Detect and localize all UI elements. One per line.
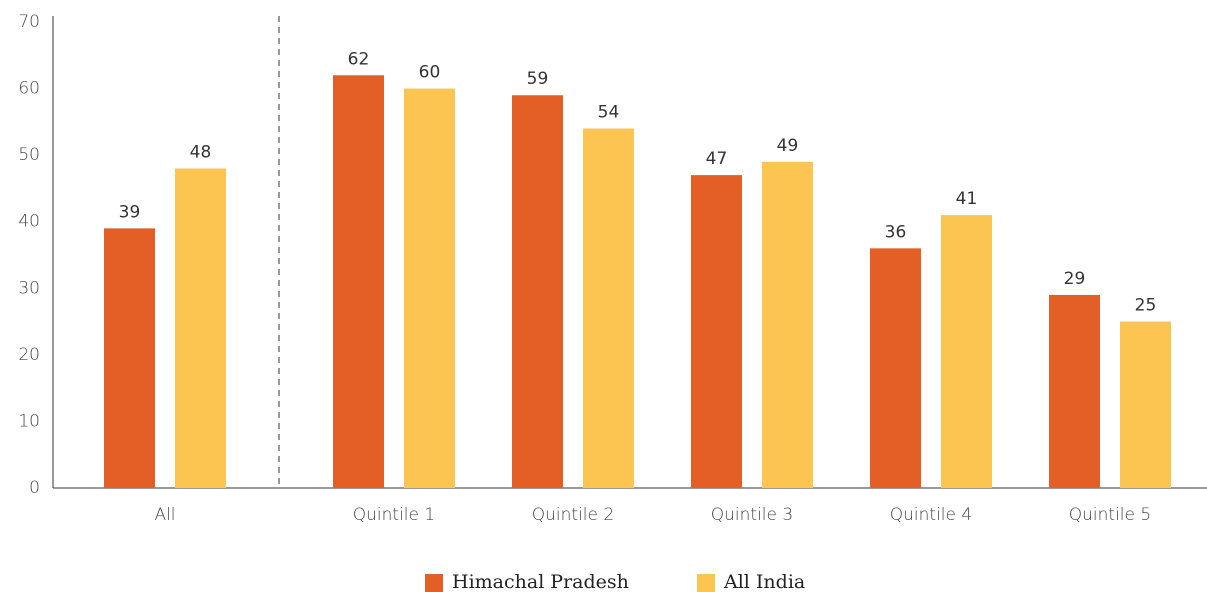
data-label: 41 (956, 189, 978, 209)
data-label: 59 (527, 69, 549, 89)
bar (941, 215, 992, 489)
y-tick-label: 70 (18, 12, 40, 32)
data-label: 47 (706, 149, 728, 169)
x-tick-label: Quintile 2 (532, 505, 614, 525)
bar (404, 88, 455, 489)
bar (512, 95, 563, 488)
y-tick-label: 60 (18, 79, 40, 99)
bar (333, 75, 384, 488)
y-tick-label: 10 (18, 411, 40, 431)
bar (583, 128, 634, 488)
x-tick-label: Quintile 4 (890, 505, 972, 525)
data-label: 54 (598, 103, 620, 123)
x-tick-label: Quintile 5 (1069, 505, 1151, 525)
bar (691, 175, 742, 488)
data-label: 29 (1064, 269, 1086, 289)
bar (762, 161, 813, 489)
x-tick-label: Quintile 3 (711, 505, 793, 525)
data-label: 62 (348, 49, 370, 69)
y-tick-label: 50 (18, 145, 40, 165)
x-tick-label: Quintile 1 (353, 505, 435, 525)
bar (175, 168, 226, 488)
bar (104, 228, 155, 488)
bar (870, 248, 921, 488)
data-label: 48 (190, 142, 212, 162)
data-label: 49 (777, 136, 799, 156)
y-tick-label: 20 (18, 345, 40, 365)
legend-swatch (425, 574, 443, 592)
y-tick-label: 40 (18, 212, 40, 232)
bar (1049, 294, 1100, 488)
y-tick-label: 30 (18, 278, 40, 298)
bar (1120, 321, 1171, 488)
legend-label: Himachal Pradesh (452, 571, 629, 592)
x-tick-label: All (154, 505, 175, 525)
data-label: 36 (885, 222, 907, 242)
legend-label: All India (723, 571, 805, 592)
legend-swatch (697, 574, 715, 592)
data-label: 60 (419, 63, 441, 83)
data-label: 39 (119, 202, 141, 222)
y-tick-label: 0 (29, 478, 40, 498)
data-label: 25 (1135, 296, 1157, 316)
